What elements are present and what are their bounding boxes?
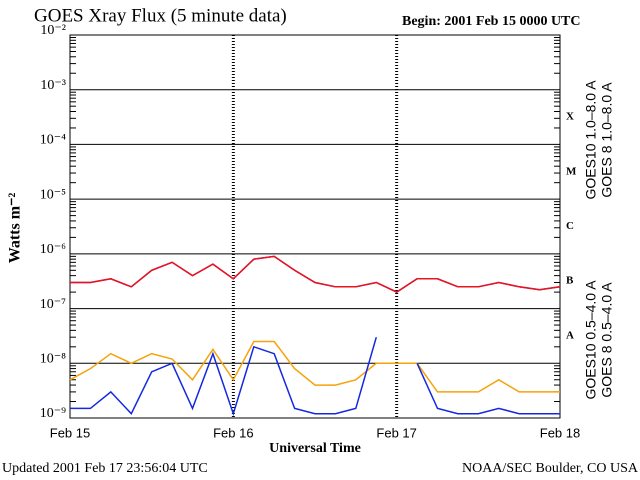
x-tick-label: Feb 17 [376,425,416,440]
legend-entry: GOES 8 1.0–8.0 A [599,82,615,198]
x-tick-label: Feb 15 [50,425,90,440]
y-tick-label: 10⁻⁶ [40,242,66,257]
x-tick-label: Feb 18 [540,425,580,440]
footer-right: NOAA/SEC Boulder, CO USA [462,461,639,476]
flare-class-label: A [566,329,574,341]
flare-class-label: X [566,111,574,123]
y-tick-label: 10⁻⁷ [40,297,66,312]
flare-class-label: B [566,275,574,287]
legend-entry: GOES 8 0.5–4.0 A [599,282,615,398]
legend-entry: GOES10 0.5–4.0 A [583,280,599,400]
y-tick-label: 10⁻⁵ [40,187,66,202]
y-tick-label: 10⁻⁹ [40,406,66,421]
series-line [70,255,561,293]
series-line [69,340,560,393]
y-tick-label: 10⁻⁴ [40,133,66,148]
series-line [416,362,560,415]
y-tick-label: 10⁻⁸ [40,352,66,367]
y-tick-label: 10⁻³ [40,78,66,93]
x-axis-label: Universal Time [269,441,361,456]
series-line [70,255,561,293]
series-line [70,336,378,417]
chart-subtitle: Begin: 2001 Feb 15 0000 UTC [402,14,581,29]
legend-entry: GOES10 1.0–8.0 A [583,80,599,200]
x-tick-label: Feb 16 [213,425,253,440]
flare-class-label: M [566,165,577,177]
chart-title: GOES Xray Flux (5 minute data) [34,5,287,26]
flare-class-label: C [566,220,574,232]
y-tick-label: 10⁻² [40,23,66,38]
y-axis-label: Watts m⁻² [7,193,24,264]
plot-frame [69,34,561,419]
footer-left: Updated 2001 Feb 17 23:56:04 UTC [2,461,208,476]
